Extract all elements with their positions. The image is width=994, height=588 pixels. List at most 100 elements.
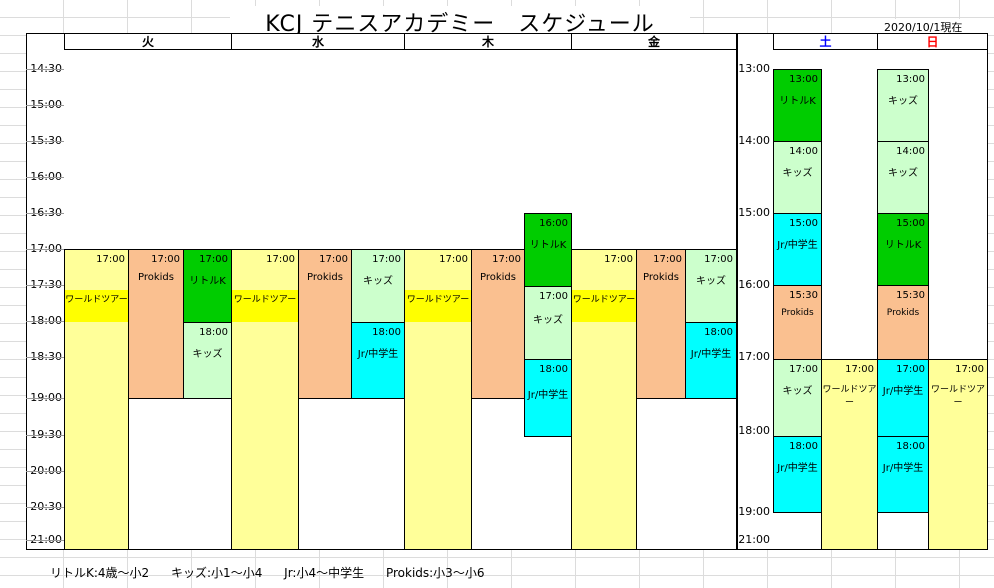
block-time: 13:00 [789,74,818,85]
as-of-date: 2020/10/1現在 [884,19,963,35]
time-gridline [26,105,64,106]
block-kids: 18:00 キッズ [183,322,232,399]
block-time: 14:00 [789,146,818,157]
time-label: 16:30 [30,206,62,219]
block-jr: 18:00 Jr/中学生 [773,436,822,513]
block-little-k: 17:00 リトルK [183,249,232,323]
time-label: 20:00 [30,464,62,477]
block-time: 17:00 [789,364,818,375]
block-name: キッズ [888,168,918,179]
block-time: 14:00 [896,146,925,157]
time-label: 16:00 [30,170,62,183]
block-prokids: 17:00 Prokids [471,249,525,399]
block-time: 17:00 [653,254,682,265]
block-name: Prokids [307,272,343,283]
time-label: 19:30 [30,428,62,441]
block-name: ワールドツアー [930,385,985,408]
block-name: Jr/中学生 [777,463,818,474]
time-gridline [26,321,64,322]
header-fri: 金 [571,33,737,50]
time-gridline [26,213,64,214]
block-name: Prokids [480,272,516,283]
time-gridline [26,285,64,286]
time-label: 17:00 [738,350,770,363]
block-name: Jr/中学生 [690,349,732,360]
time-label: 21:00 [738,533,770,546]
time-gridline [26,177,64,178]
block-name: キッズ [782,386,813,397]
block-name: キッズ [533,315,563,326]
block-name: リトルK [189,276,226,287]
page-title: KCJ テニスアカデミー スケジュール [230,6,690,38]
block-kids: 17:00 キッズ [524,286,572,360]
block-prokids: 15:30 Prokids [773,285,822,360]
block-prokids: 17:00 Prokids [298,249,352,399]
block-time: 15:30 [789,290,818,301]
block-name: リトルK [779,96,816,107]
block-time: 13:00 [896,74,925,85]
legend-little-k: リトルK:4歳～小2 [50,566,150,580]
block-world-tour: 17:00 ワールドツアー [571,249,637,550]
header-sun: 日 [877,33,988,50]
block-jr: 18:00 Jr/中学生 [877,436,929,513]
block-time: 17:00 [845,364,874,375]
block-time: 17:00 [96,254,125,265]
block-name: ワールドツアー [233,295,297,305]
block-jr: 18:00 Jr/中学生 [524,359,572,437]
time-gridline [26,471,64,472]
legend-prokids: Prokids:小3～小6 [385,566,485,580]
block-name: Prokids [781,308,814,318]
block-jr: 15:00 Jr/中学生 [773,213,822,286]
block-name: キッズ [363,276,393,287]
block-jr: 18:00 Jr/中学生 [351,322,405,399]
block-name: Prokids [886,308,920,318]
block-time: 17:00 [539,291,568,302]
block-name: キッズ [192,349,223,360]
block-time: 17:00 [704,254,733,265]
block-jr: 17:00 Jr/中学生 [877,359,929,437]
block-little-k: 15:00 リトルK [877,213,929,286]
time-label: 13:00 [738,62,770,75]
time-label: 18:30 [30,350,62,363]
block-world-tour: 17:00 ワールドツアー [231,249,299,550]
time-label: 15:00 [30,98,62,111]
block-name: ワールドツアー [65,295,128,305]
block-time: 18:00 [896,441,925,452]
block-name: リトルK [529,240,567,251]
time-label: 17:30 [30,278,62,291]
time-gridline [26,398,64,399]
block-name: ワールドツアー [572,295,636,305]
block-world-tour: 17:00 ワールドツアー [404,249,472,550]
block-time: 17:00 [439,254,468,265]
block-world-tour: 17:00 ワールドツアー [64,249,129,550]
legend: リトルK:4歳～小2 キッズ:小1～小4 Jr:小4～中学生 Prokids:小… [50,564,502,581]
block-name: Jr/中学生 [882,463,924,474]
time-gridline [26,507,64,508]
highlight-band [65,290,128,322]
header-tue: 火 [64,33,232,50]
block-time: 17:00 [151,254,180,265]
block-time: 18:00 [789,441,818,452]
highlight-band [572,290,636,322]
block-little-k: 16:00 リトルK [524,213,572,287]
block-name: リトルK [884,240,922,251]
block-name: Prokids [643,272,679,283]
time-label: 19:00 [30,391,62,404]
time-label: 14:30 [30,62,62,75]
time-label: 21:00 [30,533,62,546]
time-label: 19:00 [738,505,770,518]
block-time: 17:00 [199,254,228,265]
block-time: 17:00 [896,364,925,375]
time-gridline [26,69,64,70]
block-kids: 17:00 キッズ [773,359,822,437]
time-label: 15:00 [738,206,770,219]
block-prokids: 17:00 Prokids [128,249,184,399]
block-time: 18:00 [199,327,228,338]
time-gridline [26,141,64,142]
block-time: 17:00 [266,254,295,265]
highlight-band [405,290,471,322]
block-name: キッズ [782,168,813,179]
block-kids: 14:00 キッズ [773,141,822,214]
highlight-band [232,290,298,322]
